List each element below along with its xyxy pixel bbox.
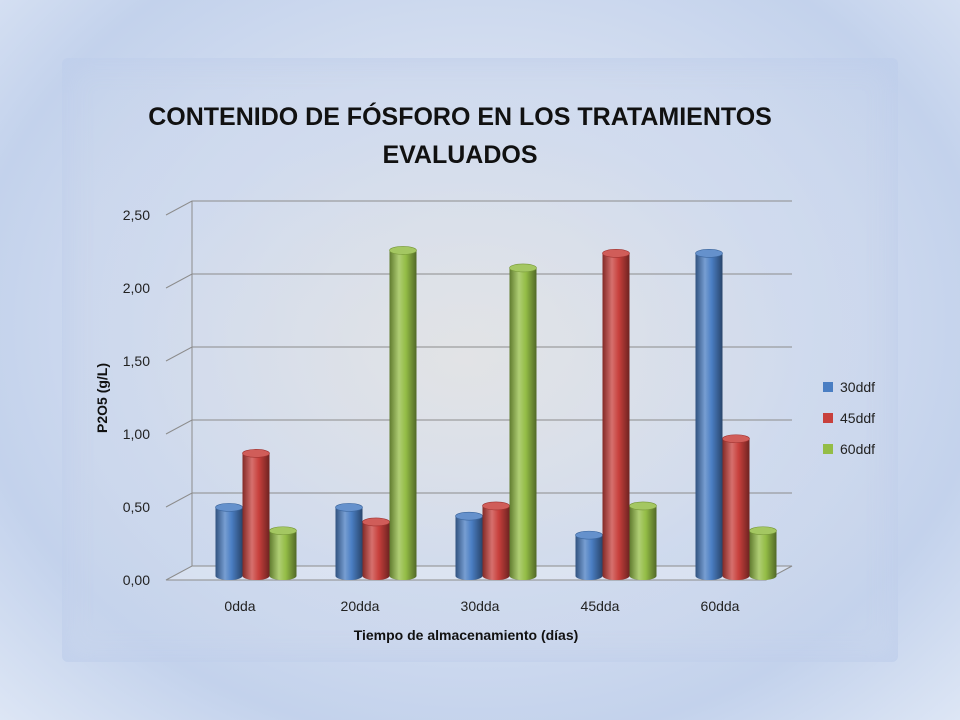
bar-30ddf-20dda [335, 503, 363, 580]
bar-60ddf-30dda [509, 263, 537, 580]
bar-45ddf-0dda [242, 449, 270, 580]
bar-30ddf-45dda [575, 530, 603, 580]
gridlines [165, 200, 792, 508]
gridline [165, 492, 792, 508]
y-tick-label: 0,00 [123, 572, 150, 588]
legend-label: 30ddf [840, 379, 875, 395]
bar-30ddf-0dda [215, 503, 243, 580]
gridline [165, 200, 792, 216]
legend-label: 45ddf [840, 410, 875, 426]
bar-30ddf-60dda [695, 249, 723, 580]
gridline [165, 419, 792, 435]
chart-title: CONTENIDO DE FÓSFORO EN LOS TRATAMIENTOS… [148, 103, 772, 169]
x-tick-label: 20dda [341, 598, 380, 614]
x-tick-label: 30dda [461, 598, 500, 614]
bar-45ddf-30dda [482, 501, 510, 580]
x-tick-label: 0dda [224, 598, 255, 614]
legend-swatch [823, 382, 833, 392]
bars [215, 246, 777, 581]
x-axis-title: Tiempo de almacenamiento (días) [354, 627, 579, 643]
legend: 30ddf 45ddf 60ddf [823, 379, 875, 457]
bar-60ddf-0dda [269, 526, 297, 580]
gridline [165, 273, 792, 289]
y-tick-label: 2,50 [123, 207, 150, 223]
legend-label: 60ddf [840, 441, 875, 457]
bar-30ddf-30dda [455, 511, 483, 580]
x-tick-label: 60dda [701, 598, 740, 614]
y-tick-label: 1,50 [123, 353, 150, 369]
x-tick-label: 45dda [581, 598, 620, 614]
legend-item-60ddf: 60ddf [823, 441, 875, 457]
legend-swatch [823, 444, 833, 454]
legend-swatch [823, 413, 833, 423]
bar-60ddf-20dda [389, 246, 417, 581]
y-tick-label: 0,50 [123, 499, 150, 515]
legend-item-45ddf: 45ddf [823, 410, 875, 426]
y-tick-label: 1,00 [123, 426, 150, 442]
y-axis-ticks: 0,00 0,50 1,00 1,50 2,00 2,50 [123, 207, 150, 588]
y-tick-label: 2,00 [123, 280, 150, 296]
gridline [165, 346, 792, 362]
bar-45ddf-45dda [602, 249, 630, 580]
bar-60ddf-60dda [749, 526, 777, 580]
bar-45ddf-60dda [722, 434, 750, 580]
x-axis-ticks: 0dda 20dda 30dda 45dda 60dda [224, 598, 739, 614]
y-axis-title: P2O5 (g/L) [94, 363, 110, 433]
legend-item-30ddf: 30ddf [823, 379, 875, 395]
bar-60ddf-45dda [629, 501, 657, 580]
bar-45ddf-20dda [362, 517, 390, 580]
